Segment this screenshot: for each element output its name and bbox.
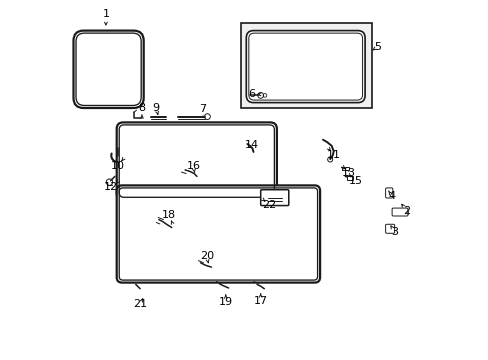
FancyBboxPatch shape <box>385 188 392 198</box>
Text: 20: 20 <box>199 251 213 261</box>
Text: 14: 14 <box>244 140 258 150</box>
Text: 11: 11 <box>326 150 340 160</box>
Text: 1: 1 <box>102 9 109 19</box>
Text: 6: 6 <box>248 89 255 99</box>
Text: 10: 10 <box>111 161 124 171</box>
Text: 9: 9 <box>152 103 160 113</box>
FancyBboxPatch shape <box>260 190 288 206</box>
Text: 2: 2 <box>402 206 409 216</box>
Text: 19: 19 <box>218 297 232 307</box>
Text: 13: 13 <box>341 168 355 178</box>
Text: 16: 16 <box>186 161 200 171</box>
FancyBboxPatch shape <box>385 224 394 233</box>
Bar <box>342 167 348 170</box>
Text: 5: 5 <box>373 42 381 52</box>
Text: 18: 18 <box>162 210 176 220</box>
Text: 12: 12 <box>104 182 118 192</box>
FancyBboxPatch shape <box>391 208 407 216</box>
Text: 21: 21 <box>133 299 147 309</box>
Bar <box>241 23 371 108</box>
FancyBboxPatch shape <box>117 122 276 200</box>
Text: 3: 3 <box>391 227 398 237</box>
Text: 22: 22 <box>262 200 276 210</box>
FancyBboxPatch shape <box>117 185 320 283</box>
FancyBboxPatch shape <box>73 31 143 108</box>
Text: 8: 8 <box>138 103 145 113</box>
Text: 4: 4 <box>388 191 395 201</box>
Bar <box>346 176 352 180</box>
FancyBboxPatch shape <box>246 31 365 103</box>
Text: 15: 15 <box>347 176 362 186</box>
Text: 7: 7 <box>199 104 206 114</box>
Text: 17: 17 <box>253 296 267 306</box>
